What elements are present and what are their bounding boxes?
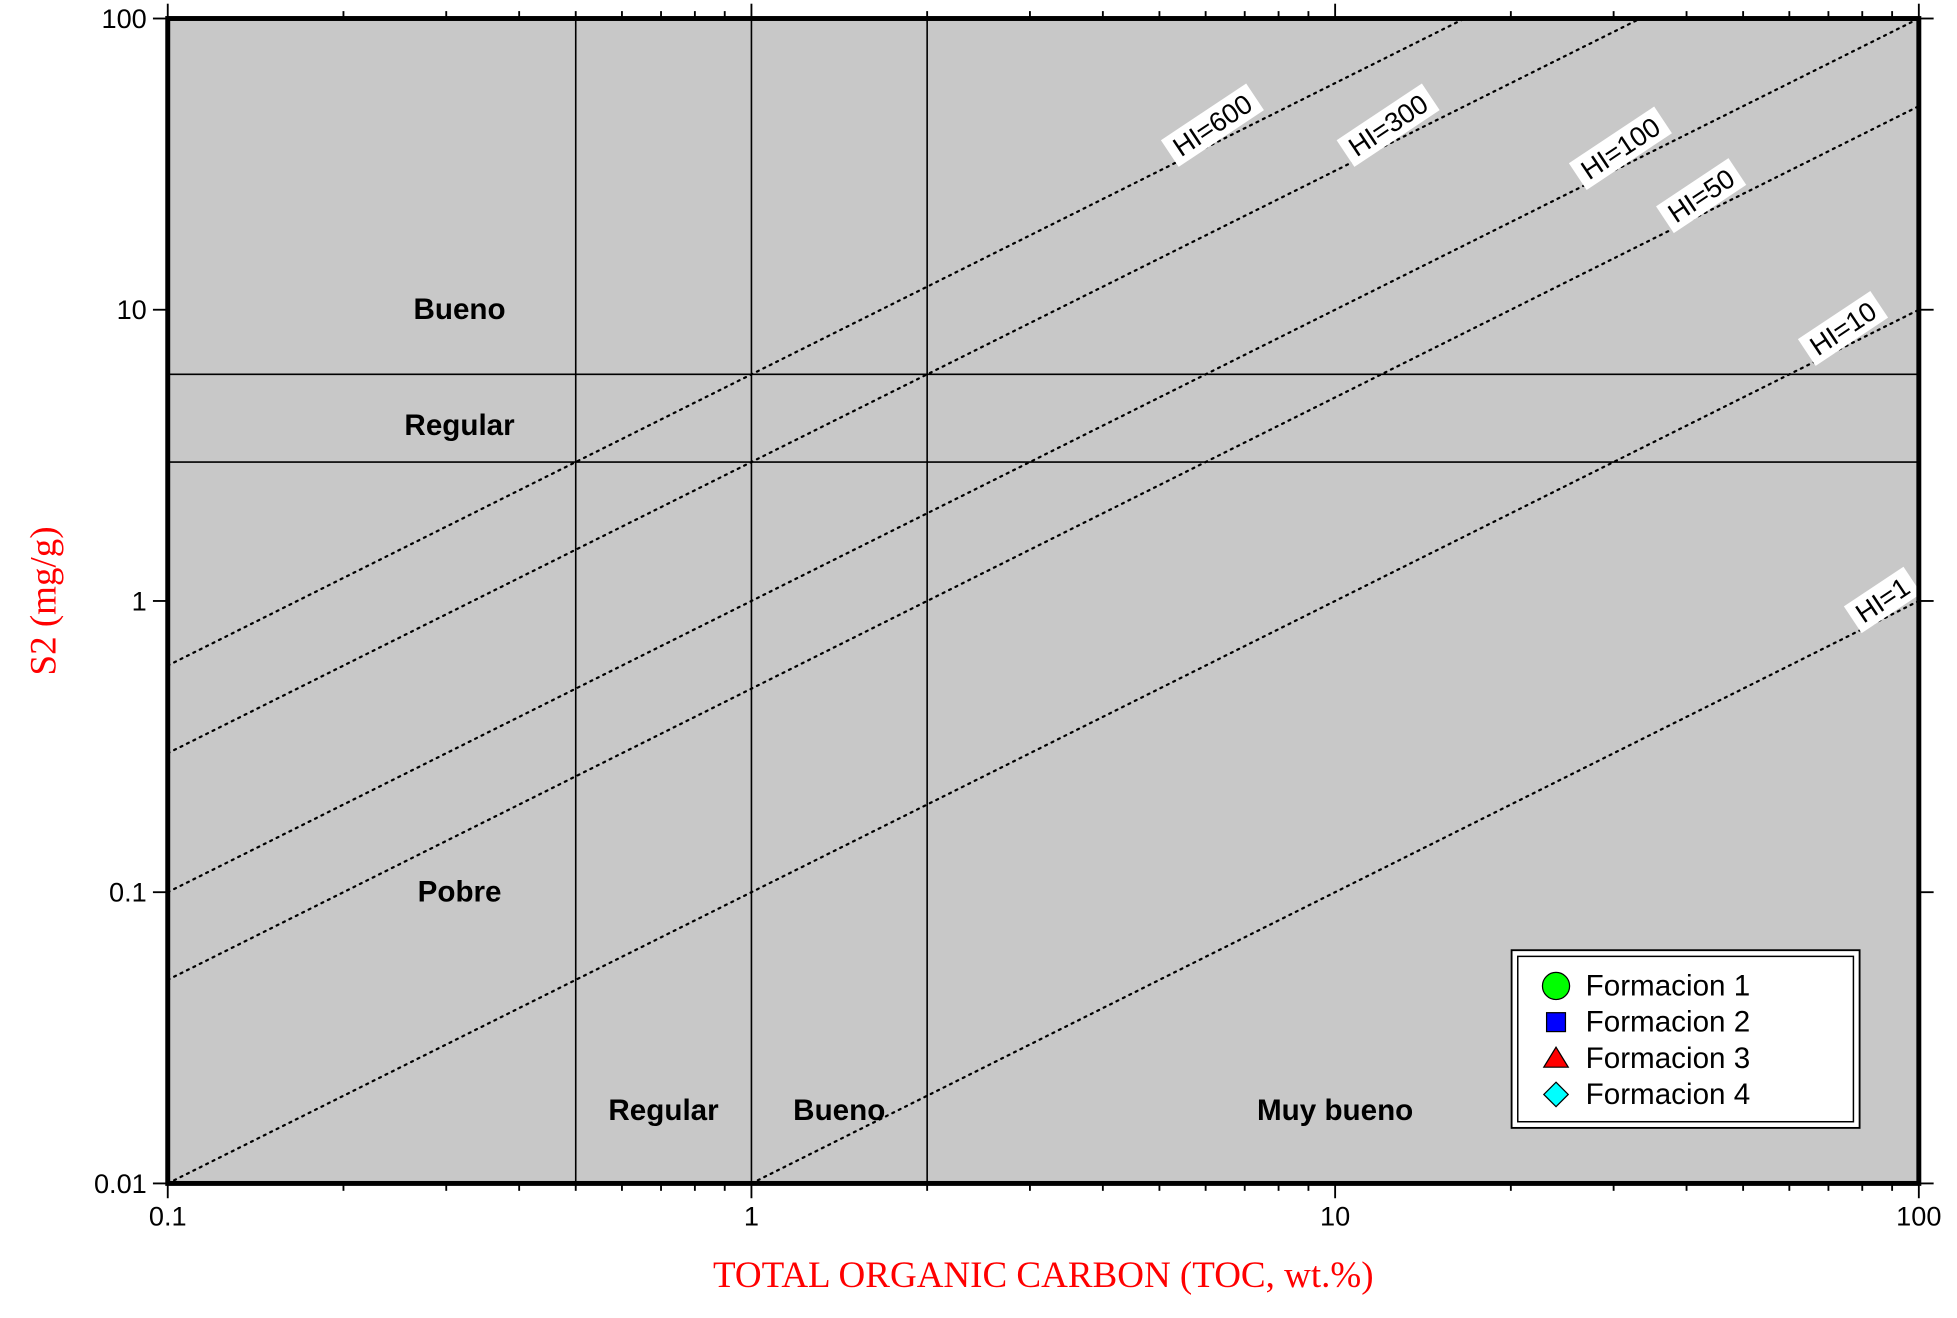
x-axis-label: TOTAL ORGANIC CARBON (TOC, wt.%) (713, 1255, 1374, 1296)
legend-marker-square-icon (1545, 1012, 1567, 1033)
x-tick-label: 100 (1896, 1200, 1941, 1231)
y-tick-label: 100 (102, 3, 147, 34)
hi-label-box (1336, 83, 1440, 167)
legend-label: Formacion 3 (1586, 1042, 1751, 1075)
y-tick-label: 10 (117, 294, 147, 325)
y-axis-label: S2 (mg/g) (23, 526, 64, 675)
hi-line (750, 599, 1919, 1184)
hi-line (167, 18, 1919, 894)
y-tick-label: 1 (132, 585, 147, 616)
zone-label: Regular (608, 1094, 719, 1127)
y-tick-label: 0.1 (109, 877, 147, 908)
hi-label-box (1656, 158, 1747, 234)
hi-line (167, 18, 1642, 755)
zone-label: Bueno (793, 1094, 885, 1127)
hi-lines (167, 18, 1919, 1184)
legend-label: Formacion 4 (1586, 1078, 1751, 1111)
zone-label: Regular (404, 409, 515, 442)
hi-line (167, 308, 1919, 1184)
legend-label: Formacion 1 (1586, 969, 1751, 1002)
legend-marker-triangle-icon (1542, 1046, 1570, 1068)
zone-label: Bueno (414, 293, 506, 326)
zone-labels: Bueno Regular Pobre Regular Bueno Muy bueno (404, 293, 1413, 1127)
hi-line (167, 105, 1919, 981)
hi-line (167, 18, 1466, 667)
x-tick-label: 0.1 (149, 1200, 187, 1231)
hi-label-box (1843, 566, 1922, 634)
x-tick-label: 10 (1320, 1200, 1350, 1231)
legend-label: Formacion 2 (1586, 1006, 1751, 1039)
legend-marker-circle-icon (1541, 971, 1571, 1001)
hi-label-box (1568, 106, 1672, 190)
legend-inner-box (1517, 955, 1855, 1123)
legend-box (1510, 949, 1861, 1129)
x-tick-label: 1 (744, 1200, 759, 1231)
legend-marker-diamond-icon (1542, 1081, 1570, 1108)
zone-label: Pobre (418, 876, 502, 909)
hi-label-box (1797, 290, 1889, 366)
hi-label-box (1160, 83, 1264, 167)
y-tick-label: 0.01 (94, 1168, 147, 1199)
zone-label: Muy bueno (1257, 1094, 1413, 1127)
